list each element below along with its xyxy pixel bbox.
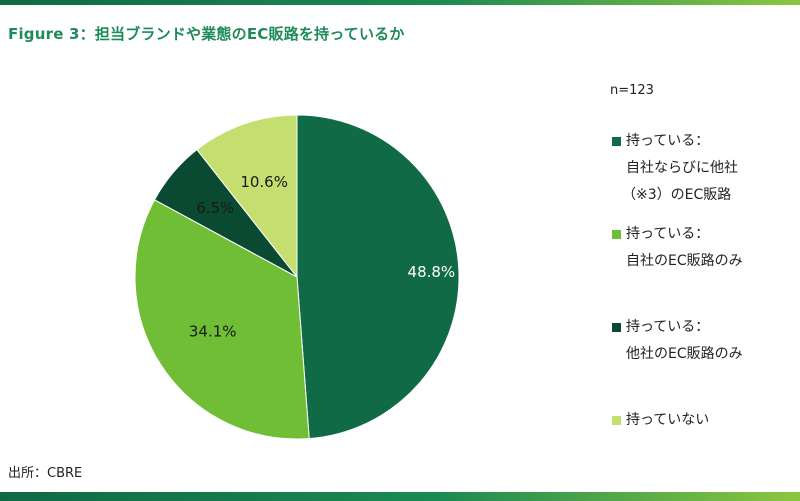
bottom-accent-bar <box>0 492 800 501</box>
legend-label-line1: 持っている： <box>626 226 710 242</box>
legend-label-line3: （※3）のEC販路 <box>622 187 732 203</box>
pie-slice-own-only <box>134 199 310 440</box>
pie-label-own-only: 34.1% <box>189 323 237 341</box>
sample-size-label: n=123 <box>610 83 654 98</box>
legend-label-line1: 持っている： <box>626 319 710 335</box>
legend-label-line2: 自社のEC販路のみ <box>626 253 743 269</box>
legend-label-line1: 持っていない <box>626 412 710 428</box>
pie-slice-both <box>296 114 460 440</box>
pie-label-both: 48.8% <box>408 263 456 281</box>
legend-swatch-none <box>612 416 621 425</box>
legend-label-line1: 持っている： <box>626 133 710 149</box>
pie-label-none: 10.6% <box>240 173 288 191</box>
legend-swatch-own-only <box>612 230 621 239</box>
pie-slice-none <box>196 114 298 279</box>
pie-label-other-only: 6.5% <box>196 199 234 217</box>
legend-label-line2: 他社のEC販路のみ <box>626 346 743 362</box>
source-note: 出所：CBRE <box>8 466 83 481</box>
legend-swatch-other-only <box>612 323 621 332</box>
top-accent-bar <box>0 0 800 5</box>
figure-title: Figure 3：担当ブランドや業態のEC販路を持っているか <box>8 25 405 43</box>
legend-label-line2: 自社ならびに他社 <box>626 160 738 176</box>
legend-swatch-both <box>612 137 621 146</box>
